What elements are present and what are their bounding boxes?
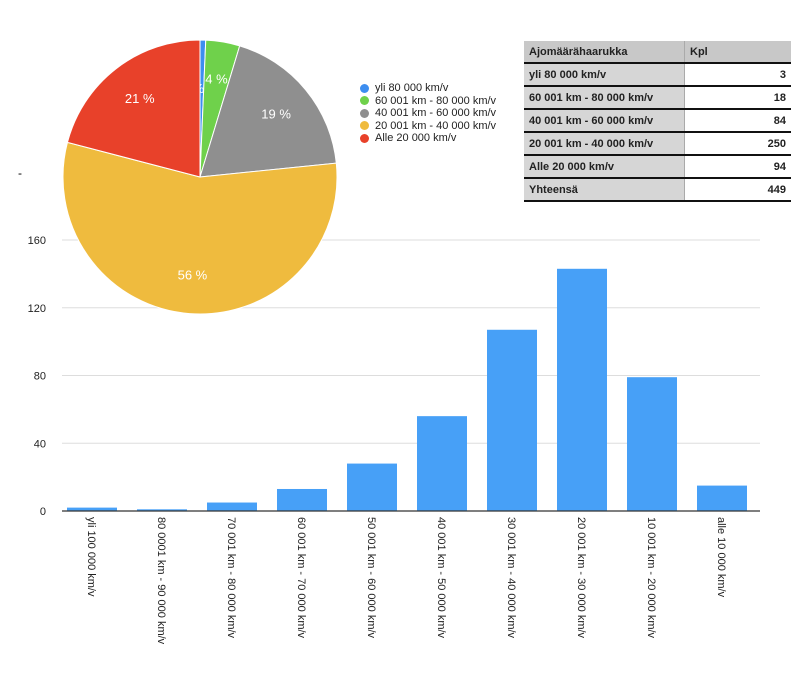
table-row: 20 001 km - 40 000 km/v 250	[524, 132, 791, 156]
bar	[277, 488, 327, 511]
count-cell: Kpl	[684, 41, 791, 64]
x-tick-label: 70 001 km - 80 000 km/v	[225, 517, 237, 639]
table-header: Ajomäärähaarukka Kpl	[524, 41, 791, 64]
y-tick-label: 0	[40, 506, 46, 518]
table-row: 40 001 km - 60 000 km/v 84	[524, 109, 791, 133]
range-cell: 20 001 km - 40 000 km/v	[524, 132, 685, 156]
x-tick-label: alle 10 000 km/v	[715, 517, 727, 598]
x-tick-label: 60 001 km - 70 000 km/v	[295, 517, 307, 639]
legend-swatch	[360, 96, 369, 106]
legend-label: 60 001 km - 80 000 km/v	[375, 94, 497, 107]
count-cell: 18	[684, 86, 791, 110]
y-tick-label: 40	[34, 438, 46, 450]
bar	[347, 463, 397, 511]
legend-label: 40 001 km - 60 000 km/v	[375, 107, 497, 120]
bar	[487, 329, 537, 511]
x-tick-label: 80 0001 km - 90 000 km/v	[155, 517, 167, 645]
pie-legend: yli 80 000 km/v 60 001 km - 80 000 km/v 40…	[360, 82, 496, 145]
range-cell: Ajomäärähaarukka	[524, 41, 685, 64]
table-row: yli 80 000 km/v 3	[524, 63, 791, 87]
range-cell: Alle 20 000 km/v	[524, 155, 685, 179]
range-cell: 60 001 km - 80 000 km/v	[524, 86, 685, 110]
table-row: Alle 20 000 km/v 94	[524, 155, 791, 179]
legend-label: Alle 20 000 km/v	[375, 132, 457, 145]
pie-percent-label: 56 %	[178, 267, 208, 282]
legend-swatch	[360, 108, 369, 118]
data-table: Ajomäärähaarukka Kpl yli 80 000 km/v 3 60 00…	[524, 41, 791, 202]
legend-swatch	[360, 121, 369, 131]
y-tick-label: 80	[34, 371, 46, 383]
bar	[557, 268, 607, 511]
legend-swatch	[360, 83, 369, 93]
range-cell: 40 001 km - 60 000 km/v	[524, 109, 685, 133]
pie-percent-label: 21 %	[125, 91, 155, 106]
x-tick-label: 10 001 km - 20 000 km/v	[645, 517, 657, 639]
count-cell: 94	[684, 155, 791, 179]
legend-item: 60 001 km - 80 000 km/v	[360, 95, 496, 108]
x-tick-label: 20 001 km - 30 000 km/v	[575, 517, 587, 639]
count-cell: 250	[684, 132, 791, 156]
y-tick-label: 120	[28, 303, 46, 315]
range-cell: Yhteensä	[524, 178, 685, 202]
bar	[417, 416, 467, 511]
legend-item: 20 001 km - 40 000 km/v	[360, 120, 496, 133]
pie-percent-label: 19 %	[261, 106, 291, 121]
count-cell: 84	[684, 109, 791, 133]
pie-slice	[66, 39, 201, 178]
bar	[137, 509, 187, 511]
pie-slice	[199, 45, 337, 178]
bar	[627, 377, 677, 511]
x-tick-label: 50 001 km - 60 000 km/v	[365, 517, 377, 639]
legend-item: Alle 20 000 km/v	[360, 132, 496, 145]
legend-label: 20 001 km - 40 000 km/v	[375, 119, 497, 132]
legend-item: yli 80 000 km/v	[360, 82, 496, 95]
table-row: 60 001 km - 80 000 km/v 18	[524, 86, 791, 110]
legend-label: yli 80 000 km/v	[375, 82, 449, 95]
table-row: Yhteensä 449	[524, 178, 791, 202]
legend-swatch	[360, 133, 369, 143]
x-tick-label: 40 001 km - 50 000 km/v	[435, 517, 447, 639]
legend-item: 40 001 km - 60 000 km/v	[360, 107, 496, 120]
bar	[697, 485, 747, 511]
dash-marker: -	[18, 166, 22, 180]
x-tick-label: yli 100 000 km/v	[85, 517, 97, 597]
count-cell: 3	[684, 63, 791, 87]
pie-slice	[62, 141, 338, 315]
bar	[67, 507, 117, 511]
count-cell: 449	[684, 178, 791, 202]
range-cell: yli 80 000 km/v	[524, 63, 685, 87]
y-tick-label: 160	[28, 235, 46, 247]
x-tick-label: 30 001 km - 40 000 km/v	[505, 517, 517, 639]
pie-percent-label: 4 %	[205, 72, 228, 87]
bar	[207, 502, 257, 511]
